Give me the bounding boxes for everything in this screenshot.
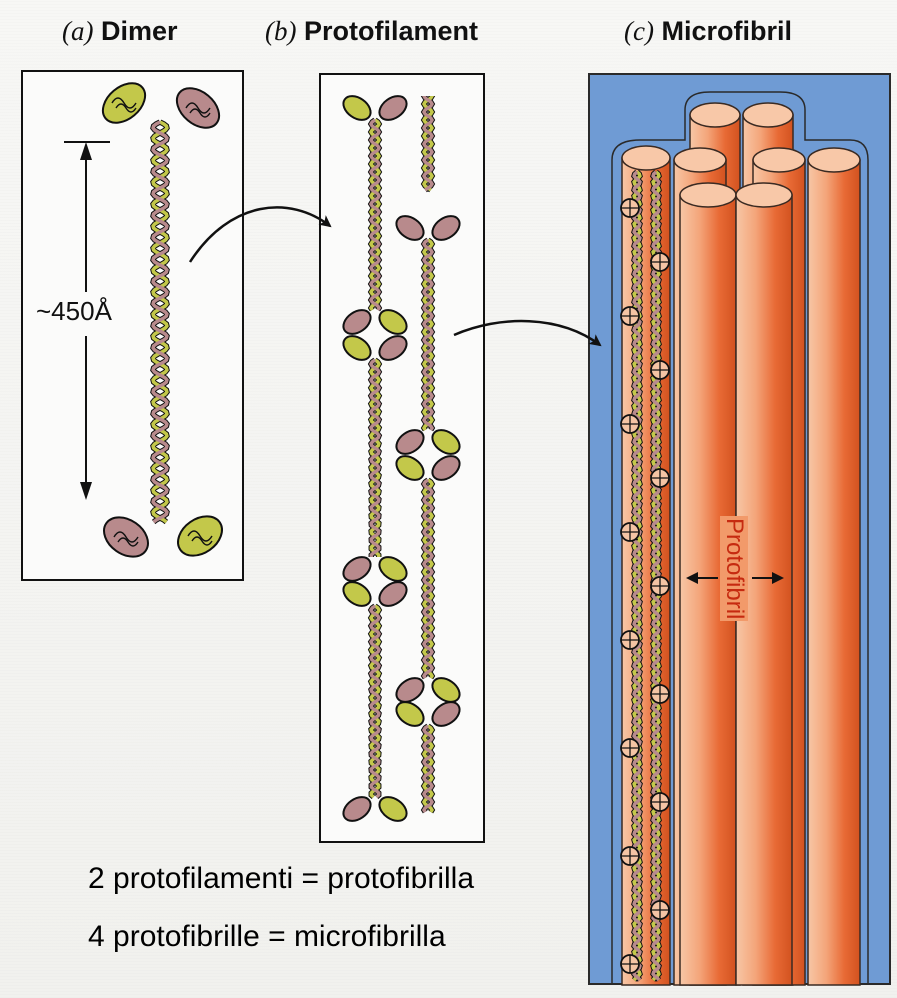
- microfibril-illustration: [611, 91, 869, 986]
- cylinder-mid-3: [807, 147, 861, 986]
- protofibril-width-arrows: [686, 572, 784, 584]
- protofilament-left-dimer-3: [342, 581, 408, 822]
- protofilament-left-dimer-2: [342, 335, 408, 582]
- panel-title-microfibril: (c) Microfibril: [624, 16, 792, 47]
- protofilament-right-dimer-1: [395, 215, 461, 455]
- protofilament-right-tail: [420, 89, 436, 193]
- protofibril-chain-strand-1: [631, 169, 643, 982]
- panel-name-microfibril: Microfibril: [661, 16, 792, 46]
- protofibril-dimer-knot: [650, 900, 670, 920]
- protofibril-dimer-knot: [650, 576, 670, 596]
- protofibril-dimer-knot: [620, 414, 640, 434]
- microfibril-sheath: [611, 91, 869, 985]
- dimer-illustration: [101, 82, 223, 558]
- protofibril-dimer-knot: [650, 468, 670, 488]
- protofilament-left-dimer-1: [342, 95, 408, 335]
- dimer-coiled-coil: [150, 119, 170, 525]
- caption-protofibril-composition: 2 protofilamenti = protofibrilla: [88, 862, 475, 895]
- panel-name-protofilament: Protofilament: [304, 16, 479, 46]
- protofilament-illustration: [342, 88, 461, 822]
- panel-name-dimer: Dimer: [101, 16, 178, 46]
- dimer-length-indicator: [64, 141, 110, 500]
- protofilament-right-dimer-3: [395, 701, 461, 814]
- panel-title-protofilament: (b) Protofilament: [265, 16, 478, 47]
- protofibril-dimer-knot: [650, 792, 670, 812]
- protofibril-dimer-knot: [620, 630, 640, 650]
- panel-letter-c: (c): [624, 16, 654, 46]
- protofibril-dimer-knot: [620, 198, 640, 218]
- protofibril-dimer-knot: [620, 306, 640, 326]
- protofibril-label: Protofibril: [720, 516, 748, 622]
- protofibril-chain-strand-2: [650, 169, 662, 982]
- protofibril-dimer-knot: [620, 846, 640, 866]
- arrow-protofilament-to-microfibril: [453, 319, 602, 347]
- panel-title-dimer: (a) Dimer: [62, 16, 178, 47]
- panel-letter-a: (a): [62, 16, 94, 46]
- protofibril-dimer-knot: [650, 252, 670, 272]
- protofibril-dimer-knot: [620, 954, 640, 974]
- protofibril-dimer-knot: [650, 684, 670, 704]
- protofibril-dimer-knot: [620, 738, 640, 758]
- caption-microfibril-composition: 4 protofibrille = microfibrilla: [88, 920, 446, 953]
- arrow-dimer-to-protofilament: [188, 206, 332, 263]
- protofibril-dimer-knot: [620, 522, 640, 542]
- protofibril-dimer-knot: [650, 360, 670, 380]
- panel-letter-b: (b): [265, 16, 297, 46]
- protofilament-right-dimer-2: [395, 455, 461, 703]
- dimer-length-label: ~450Å: [34, 296, 114, 327]
